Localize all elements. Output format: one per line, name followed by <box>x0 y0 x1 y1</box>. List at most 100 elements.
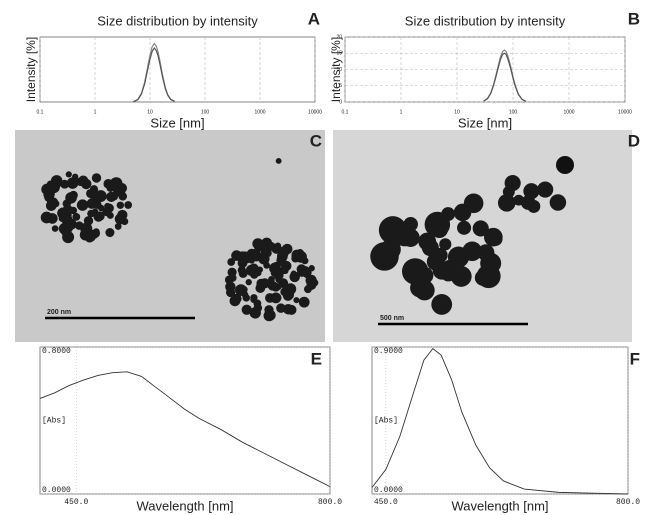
particle <box>264 305 274 315</box>
x-tick-label: 100 <box>509 109 518 115</box>
particle <box>270 269 279 277</box>
y-tick-label: 0 <box>339 99 342 105</box>
particle <box>58 215 66 222</box>
particle <box>84 230 96 243</box>
y-axis-label: [Abs] <box>374 417 398 426</box>
particle <box>275 276 283 284</box>
particle <box>240 286 248 294</box>
particle <box>116 201 125 209</box>
particle <box>286 304 297 315</box>
x-axis-label: Wavelength [nm] <box>451 498 548 513</box>
particle <box>51 225 59 232</box>
y-axis-label: Intensity [%] <box>329 37 343 102</box>
x-tick-label: 450.0 <box>64 498 88 507</box>
panel-label: A <box>308 9 320 28</box>
x-tick-label: 800.0 <box>318 498 342 507</box>
particle <box>63 218 73 228</box>
particle <box>281 266 289 275</box>
particle <box>227 269 235 277</box>
y-axis-label: [Abs] <box>42 417 66 426</box>
particle <box>256 278 266 289</box>
particle <box>272 261 280 269</box>
particle <box>245 278 252 286</box>
particle <box>106 183 115 192</box>
particle <box>256 266 263 273</box>
particle <box>274 242 282 250</box>
particle <box>91 173 102 183</box>
particle <box>93 200 102 209</box>
particle <box>262 248 272 258</box>
x-tick-label: 0.1 <box>342 109 349 115</box>
plot-area <box>39 346 331 495</box>
particle <box>45 200 57 212</box>
particle <box>370 242 399 271</box>
particle <box>527 199 541 213</box>
particle <box>251 250 260 258</box>
particle <box>242 254 252 264</box>
particle <box>537 181 554 198</box>
particle <box>95 211 105 221</box>
particle <box>110 193 119 201</box>
y-axis-label: Intensity [%] <box>24 37 38 102</box>
particle <box>462 241 482 262</box>
panel-label: C <box>310 131 322 150</box>
x-tick-label: 10000 <box>308 109 322 115</box>
particle <box>87 209 95 218</box>
particle <box>241 291 249 298</box>
particle <box>289 271 300 283</box>
particle <box>472 220 489 237</box>
particle <box>105 228 115 238</box>
data-line <box>483 52 527 102</box>
particle <box>241 304 252 315</box>
particle <box>252 238 264 250</box>
particle <box>497 194 516 212</box>
x-tick-label: 800.0 <box>616 498 640 507</box>
particle <box>388 224 403 239</box>
x-tick-label: 0.1 <box>37 109 44 115</box>
panel-label: D <box>628 131 640 150</box>
x-tick-label: 10 <box>454 109 460 115</box>
scale-bar-label: 500 nm <box>380 315 404 322</box>
y-tick-label: 20 <box>336 34 342 40</box>
y-tick-label: 5 <box>339 83 342 89</box>
panel-label: F <box>630 349 640 368</box>
y-tick-label: 0.9000 <box>374 347 403 356</box>
particle <box>296 264 307 275</box>
plot-area <box>39 36 316 103</box>
particle <box>306 280 317 290</box>
particle <box>253 303 263 313</box>
particle <box>401 228 420 247</box>
panel-label: B <box>628 9 640 28</box>
y-tick-label: 15 <box>336 51 342 57</box>
particle <box>488 232 503 246</box>
particle <box>280 287 289 297</box>
particle <box>271 282 281 292</box>
x-tick-label: 100 <box>201 109 210 115</box>
particle <box>227 258 236 266</box>
particle <box>504 175 521 192</box>
particle <box>80 204 87 211</box>
particle <box>237 265 246 275</box>
x-axis-label: Size [nm] <box>458 115 512 130</box>
particle <box>94 190 107 202</box>
particle <box>114 223 122 230</box>
x-tick-label: 450.0 <box>374 498 398 507</box>
y-tick-label: 0.0000 <box>42 486 71 495</box>
particle <box>453 203 472 222</box>
particle <box>279 246 289 256</box>
particle <box>265 293 275 303</box>
panel-label: E <box>311 349 322 368</box>
particle <box>272 293 282 303</box>
particle <box>278 259 287 268</box>
y-tick-label: 0.0000 <box>374 486 403 495</box>
particle <box>124 201 133 209</box>
particle <box>477 244 495 262</box>
x-tick-label: 1 <box>94 109 97 115</box>
plot-area <box>371 346 629 495</box>
particle <box>114 213 126 225</box>
particle <box>250 269 258 278</box>
particle <box>431 294 453 315</box>
scale-bar-label: 200 nm <box>47 309 71 316</box>
chart-title: Size distribution by intensity <box>97 13 258 28</box>
chart-title: Size distribution by intensity <box>405 13 566 28</box>
